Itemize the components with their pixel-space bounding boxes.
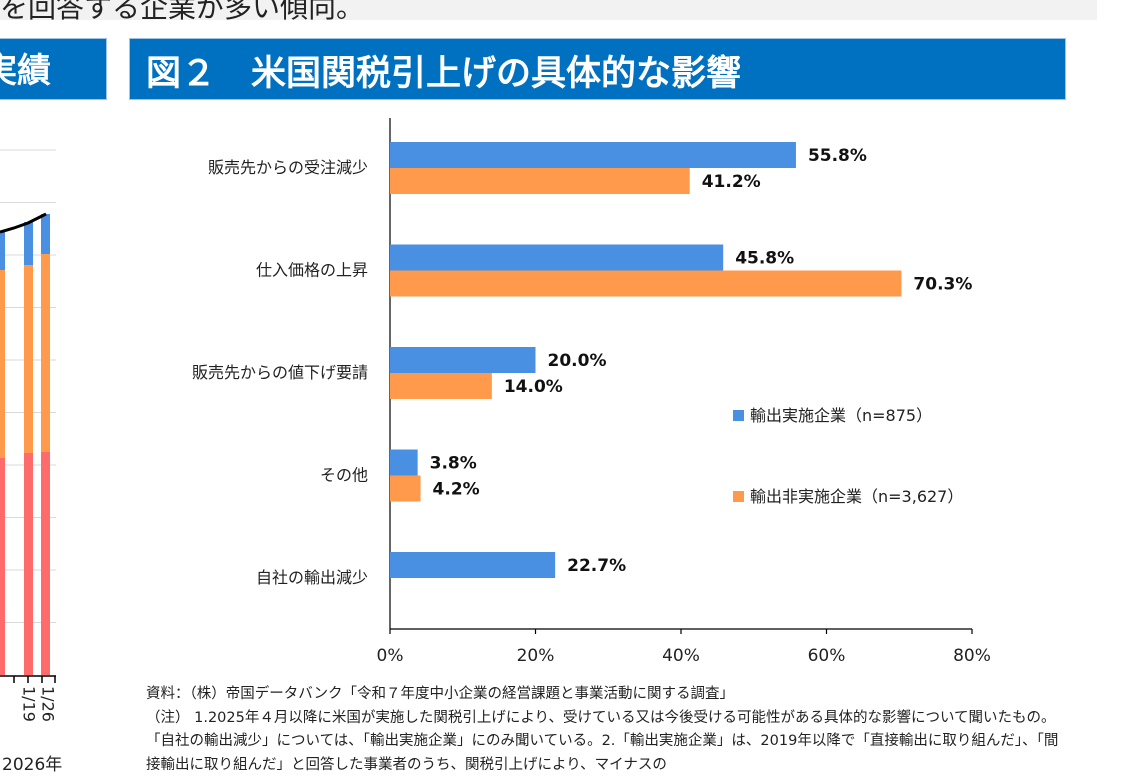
data-label: 70.3% [913,275,972,295]
bar [390,475,421,502]
category-label: 販売先からの受注減少 [208,158,368,177]
x-tick-label: 20% [517,646,555,666]
category-label: 販売先からの値下げ要請 [192,363,368,382]
bar [390,168,690,194]
data-label: 41.2% [702,172,761,192]
category-label: 自社の輸出減少 [256,568,368,587]
top-text-strip: を回答する企業が多い傾向。 [0,0,1097,20]
bar [390,142,796,168]
bar [390,270,902,297]
data-label: 3.8% [430,454,477,474]
legend-label: 輸出非実施企業（n=3,627） [750,487,963,506]
data-label: 22.7% [567,556,626,576]
data-label: 20.0% [548,351,607,371]
left-panel-bar-segment [24,222,33,265]
bar [390,347,536,373]
left-panel-year-label: 2026年 [2,755,63,775]
left-panel-bar-segment [0,270,5,458]
top-text-fragment: を回答する企業が多い傾向。 [0,0,365,20]
bar [390,373,492,399]
legend-swatch [733,491,744,502]
left-panel-bar-segment [24,265,33,453]
left-panel-x-tick-label: 1/19 [20,686,39,722]
bar [390,552,556,578]
chart-title-banner: 図２ 米国関税引上げの具体的な影響 [129,38,1066,100]
x-tick-label: 40% [662,646,700,666]
left-panel-bar-segment [41,452,50,675]
source-line: 資料：（株）帝国データバンク「令和７年度中小企業の経営課題と事業活動に関する調査… [146,686,734,702]
data-label: 55.8% [808,146,867,166]
left-panel-bar-segment [0,232,5,270]
left-panel-bar-segment [41,214,50,254]
left-panel-bar-segment [41,254,50,452]
source-notes: 資料：（株）帝国データバンク「令和７年度中小企業の経営課題と事業活動に関する調査… [146,683,1066,777]
notes-text: （注） 1.2025年４月以降に米国が実施した関税引上げにより、受けている又は今… [146,709,1059,773]
left-panel-x-tick-label: 1/26 [39,686,58,722]
left-panel-bar-segment [24,453,33,675]
x-tick-label: 80% [953,646,991,666]
x-tick-label: 0% [377,646,404,666]
category-label: その他 [320,466,368,485]
category-label: 仕入価格の上昇 [256,261,368,280]
left-panel-total-line [0,212,47,234]
chart-title: 図２ 米国関税引上げの具体的な影響 [146,54,742,94]
x-tick-label: 60% [808,646,846,666]
legend-label: 輸出実施企業（n=875） [750,406,932,425]
left-panel-header-text: 実績 [0,51,51,91]
left-panel-bar-segment [0,458,5,675]
legend-swatch [733,410,744,421]
bar [390,449,418,476]
data-label: 4.2% [433,480,480,500]
left-panel-header: 実績 [0,38,107,100]
bar [390,244,724,271]
data-label: 14.0% [504,377,563,397]
data-label: 45.8% [735,249,794,269]
